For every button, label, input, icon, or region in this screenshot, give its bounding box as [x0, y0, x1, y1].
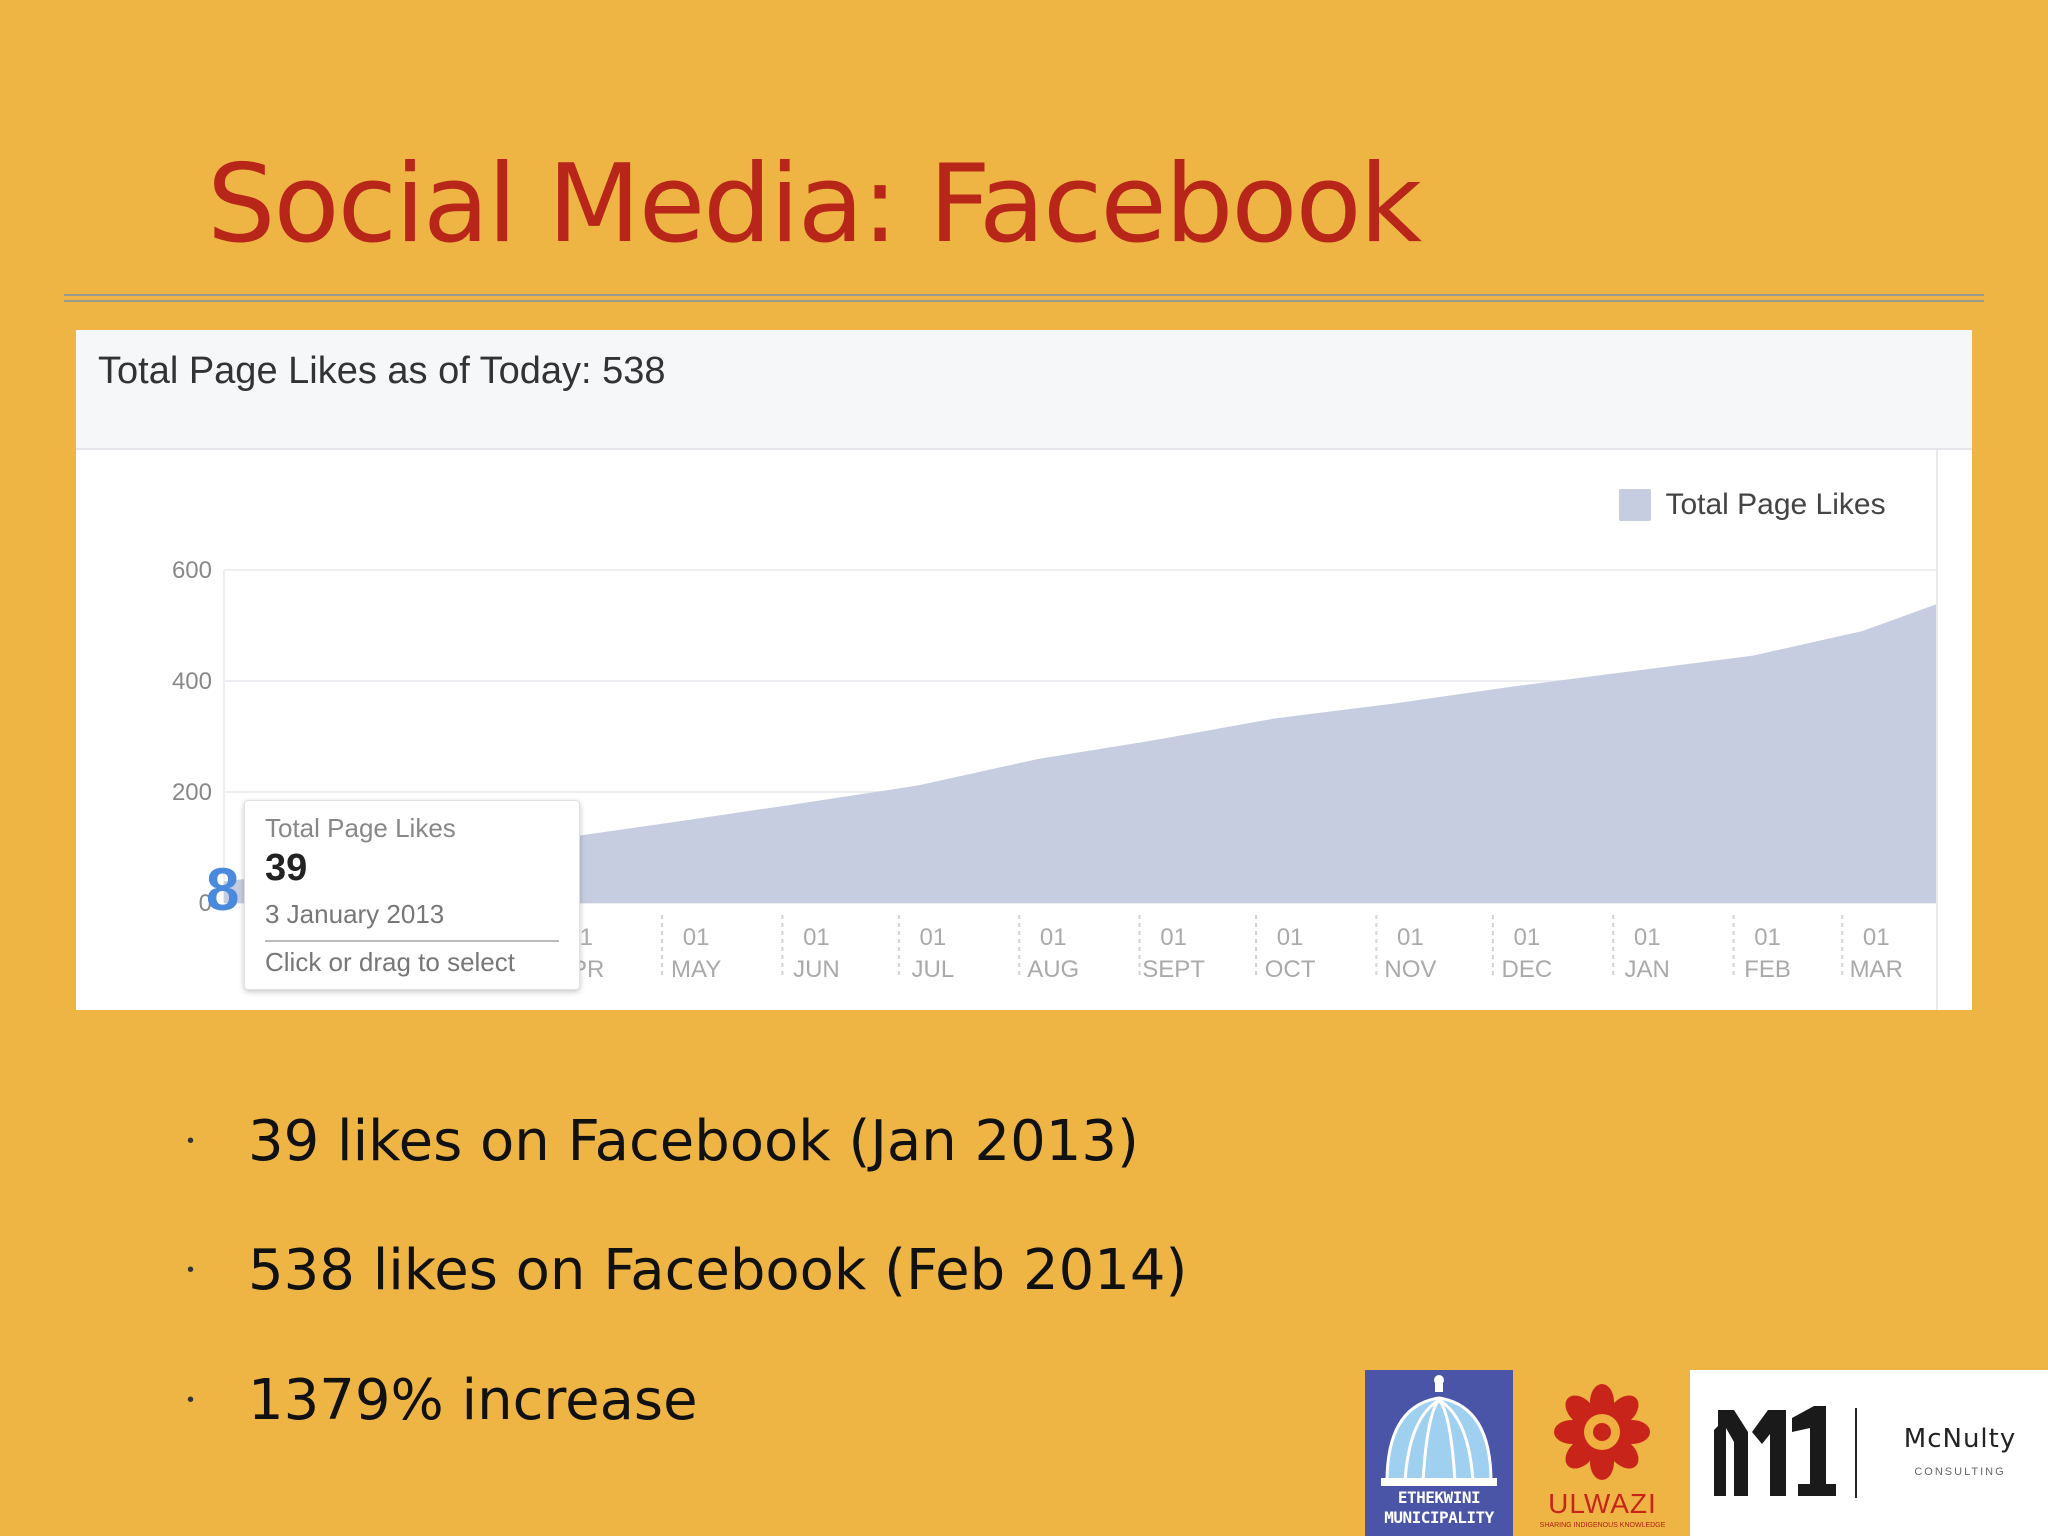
mcnulty-logo-subtext: CONSULTING — [1914, 1466, 2006, 1478]
ulwazi-flower-icon — [1554, 1384, 1650, 1480]
legend-swatch — [1619, 489, 1651, 521]
x-tick-month-label: MAY — [671, 956, 721, 983]
x-tick-day-label: 01 — [920, 924, 947, 951]
y-tick-label: 400 — [172, 668, 212, 695]
x-tick-month-label: JUL — [912, 956, 955, 983]
x-tick-month-label: SEPT — [1142, 956, 1205, 983]
likes-chart[interactable]: 600400200001APR01MAY01JUN01JUL01AUG01SEP… — [76, 330, 1972, 1010]
ulwazi-logo-text: ULWAZI — [1548, 1488, 1657, 1519]
likes-area-series — [224, 604, 1936, 903]
tooltip-hint: Click or drag to select — [265, 947, 515, 977]
x-tick-day-label: 01 — [683, 924, 710, 951]
title-divider-secondary — [64, 300, 1984, 302]
panel-scroll-border — [1936, 450, 1938, 1010]
page-likes-panel: 600400200001APR01MAY01JUN01JUL01AUG01SEP… — [76, 330, 1972, 1010]
legend-label: Total Page Likes — [1665, 488, 1886, 521]
mcnulty-divider — [1855, 1408, 1857, 1498]
x-tick-day-label: 01 — [1160, 924, 1187, 951]
bullet-item: 39 likes on Facebook (Jan 2013) — [248, 1109, 1139, 1174]
x-tick-day-label: 01 — [1397, 924, 1424, 951]
x-tick-day-label: 01 — [1634, 924, 1661, 951]
ethekwini-logo-text: ETHEKWINI — [1397, 1488, 1481, 1507]
bullet-item: 538 likes on Facebook (Feb 2014) — [248, 1238, 1188, 1303]
bullet-item: 1379% increase — [248, 1368, 698, 1433]
y-tick-label: 200 — [172, 779, 212, 806]
bullet-dot: • — [187, 1130, 195, 1152]
x-tick-day-label: 01 — [1514, 924, 1541, 951]
x-tick-month-label: DEC — [1502, 956, 1553, 983]
x-tick-day-label: 01 — [803, 924, 830, 951]
x-tick-day-label: 01 — [1040, 924, 1067, 951]
x-tick-day-label: 01 — [1277, 924, 1304, 951]
x-tick-month-label: MAR — [1850, 956, 1903, 983]
x-tick-day-label: 01 — [1863, 924, 1890, 951]
tooltip-date: 3 January 2013 — [265, 899, 445, 929]
mcnulty-logo: McNulty CONSULTING — [1690, 1370, 2048, 1536]
ulwazi-tagline: SHARING INDIGENOUS KNOWLEDGE — [1539, 1522, 1666, 1529]
mcnulty-logo-text: McNulty — [1903, 1424, 2017, 1454]
x-tick-month-label: NOV — [1384, 956, 1436, 983]
tooltip-divider — [265, 940, 559, 942]
bullet-dot: • — [187, 1389, 195, 1411]
drag-handle-icon[interactable]: 8 — [206, 856, 240, 923]
chart-tooltip: Total Page Likes 39 3 January 2013 Click… — [244, 800, 580, 990]
y-tick-label: 0 — [199, 890, 212, 917]
panel-header: Total Page Likes as of Today: 538 — [76, 330, 1972, 450]
tooltip-value: 39 — [265, 847, 308, 889]
city-hall-dome-icon — [1381, 1375, 1497, 1486]
ethekwini-logo: ETHEKWINI MUNICIPALITY — [1365, 1370, 1513, 1536]
x-tick-day-label: 01 — [1754, 924, 1781, 951]
panel-title: Total Page Likes as of Today: 538 — [98, 350, 666, 392]
x-tick-month-label: AUG — [1027, 956, 1079, 983]
ulwazi-logo: ULWAZI SHARING INDIGENOUS KNOWLEDGE — [1520, 1380, 1685, 1536]
tooltip-label: Total Page Likes — [265, 813, 456, 843]
ethekwini-logo-text: MUNICIPALITY — [1384, 1508, 1494, 1527]
y-tick-label: 600 — [172, 557, 212, 584]
x-tick-month-label: JAN — [1625, 956, 1670, 983]
mcnulty-m1-mark-icon — [1714, 1406, 1836, 1496]
bullet-dot: • — [187, 1259, 195, 1281]
x-tick-month-label: JUN — [793, 956, 840, 983]
chart-legend[interactable]: Total Page Likes — [1619, 488, 1886, 522]
x-tick-month-label: OCT — [1265, 956, 1316, 983]
title-divider — [64, 294, 1984, 296]
slide-title: Social Media: Facebook — [207, 142, 1422, 267]
x-tick-month-label: FEB — [1744, 956, 1791, 983]
